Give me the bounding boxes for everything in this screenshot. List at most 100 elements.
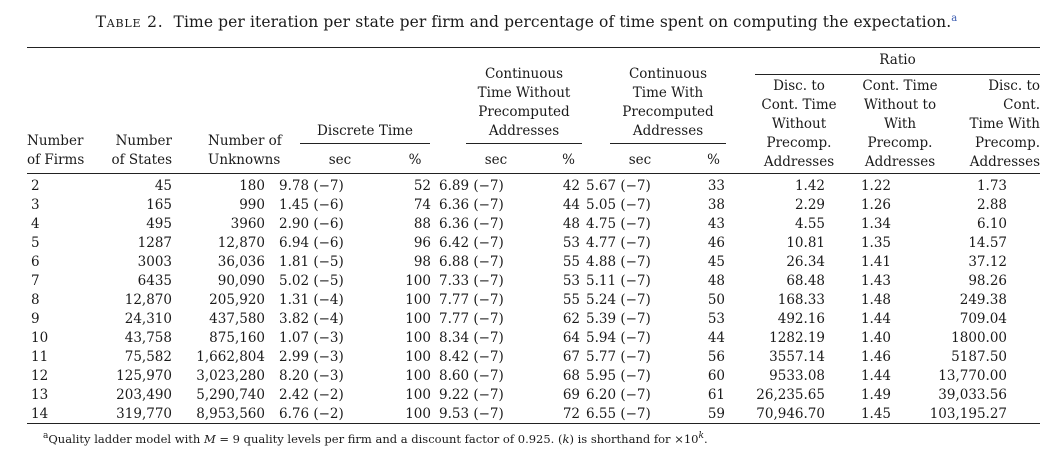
cell-ct-without-sec: 6.36 (−7)	[439, 197, 504, 213]
cell-ct-with-pct: 61	[707, 387, 725, 403]
cell-ct-without-pct: 55	[562, 292, 580, 308]
cell-discrete-sec: 6.76 (−2)	[279, 406, 344, 422]
cell-ct-without-pct: 42	[562, 178, 580, 194]
cell-ratio-ct-without-with: 1.48	[860, 292, 891, 308]
cell-number-of-states: 24,310	[124, 311, 172, 327]
cell-ct-with-sec: 6.20 (−7)	[586, 387, 651, 403]
table-row: 10 43,758 875,160 1.07 (−3) 100 8.34 (−7) 64 5.…	[27, 329, 1007, 348]
cell-number-of-firms: 8	[31, 292, 40, 308]
cell-ratio-disc-ct-with: 37.12	[968, 254, 1007, 270]
cell-discrete-sec: 1.07 (−3)	[279, 330, 344, 346]
header-ratio: Ratio	[879, 52, 916, 68]
cell-ratio-ct-without-with: 1.40	[860, 330, 891, 346]
cell-ct-with-sec: 4.77 (−7)	[586, 235, 651, 251]
header-ct-without-precomputed: Continuous Time Without Precomputed Addres…	[477, 66, 571, 139]
cell-ct-with-sec: 5.77 (−7)	[586, 349, 651, 365]
cell-number-of-unknowns: 36,036	[217, 254, 265, 270]
cell-discrete-pct: 88	[413, 216, 431, 232]
cell-number-of-firms: 12	[31, 368, 49, 384]
cell-ct-without-sec: 9.53 (−7)	[439, 406, 504, 422]
cell-discrete-sec: 5.02 (−5)	[279, 273, 344, 289]
table-caption: Table 2. Time per iteration per state pe…	[0, 13, 1053, 31]
table-number: Table 2.	[95, 13, 164, 32]
cell-ct-without-sec: 8.42 (−7)	[439, 349, 504, 365]
cell-number-of-unknowns: 12,870	[217, 235, 265, 251]
cell-ct-with-sec: 4.75 (−7)	[586, 216, 651, 232]
cell-ct-without-pct: 64	[562, 330, 580, 346]
cell-number-of-unknowns: 90,090	[217, 273, 265, 289]
cell-ct-with-pct: 44	[707, 330, 725, 346]
cell-ct-with-pct: 38	[707, 197, 725, 213]
cell-ratio-ct-without-with: 1.44	[860, 368, 891, 384]
cell-discrete-pct: 100	[405, 349, 431, 365]
cell-ratio-disc-ct-with: 2.88	[976, 197, 1007, 213]
cell-ct-with-pct: 59	[707, 406, 725, 422]
cell-ratio-disc-ct-without: 2.29	[794, 197, 825, 213]
cell-number-of-firms: 14	[31, 406, 49, 422]
cell-number-of-firms: 6	[31, 254, 40, 270]
cell-ratio-ct-without-with: 1.26	[860, 197, 891, 213]
cell-ct-with-pct: 60	[707, 368, 725, 384]
cell-ct-with-pct: 53	[707, 311, 725, 327]
cell-number-of-states: 165	[146, 197, 172, 213]
cell-ratio-disc-ct-with: 1.73	[976, 178, 1007, 194]
cell-discrete-pct: 100	[405, 387, 431, 403]
header-ct-with-pct: %	[707, 152, 720, 168]
cell-number-of-firms: 11	[31, 349, 49, 365]
cell-ct-without-pct: 68	[562, 368, 580, 384]
ratio-rule	[755, 74, 1040, 75]
cell-number-of-firms: 13	[31, 387, 49, 403]
cell-number-of-states: 1287	[137, 235, 172, 251]
header-ct-with-precomputed: Continuous Time With Precomputed Addresses	[622, 66, 714, 139]
cell-ratio-disc-ct-without: 9533.08	[769, 368, 825, 384]
table-row: 6 3003 36,036 1.81 (−5) 98 6.88 (−7) 55 4.88 (−…	[27, 253, 1007, 272]
cell-number-of-states: 6435	[137, 273, 172, 289]
cell-ct-without-sec: 9.22 (−7)	[439, 387, 504, 403]
cell-discrete-pct: 100	[405, 292, 431, 308]
cell-number-of-firms: 5	[31, 235, 40, 251]
cell-ratio-disc-ct-without: 68.48	[786, 273, 825, 289]
cell-ratio-ct-without-with: 1.22	[860, 178, 891, 194]
cell-discrete-pct: 52	[413, 178, 431, 194]
table-row: 3 165 990 1.45 (−6) 74 6.36 (−7) 44 5.05 (−7) 38…	[27, 196, 1007, 215]
cell-ratio-disc-ct-without: 168.33	[777, 292, 825, 308]
cell-ratio-disc-ct-with: 39,033.56	[938, 387, 1007, 403]
cell-ct-with-sec: 5.39 (−7)	[586, 311, 651, 327]
cell-number-of-states: 43,758	[124, 330, 172, 346]
header-rule	[27, 173, 1040, 174]
cell-ct-without-sec: 8.60 (−7)	[439, 368, 504, 384]
cell-number-of-states: 495	[146, 216, 172, 232]
cell-discrete-pct: 100	[405, 368, 431, 384]
cell-ct-with-sec: 5.24 (−7)	[586, 292, 651, 308]
cell-number-of-firms: 7	[31, 273, 40, 289]
cell-discrete-sec: 1.81 (−5)	[279, 254, 344, 270]
cell-ct-without-pct: 62	[562, 311, 580, 327]
footnote-marker: a	[43, 431, 49, 441]
cell-ct-without-pct: 48	[562, 216, 580, 232]
cell-ratio-disc-ct-without: 1282.19	[769, 330, 825, 346]
cell-discrete-sec: 3.82 (−4)	[279, 311, 344, 327]
cell-discrete-sec: 1.31 (−4)	[279, 292, 344, 308]
cell-number-of-unknowns: 5,290,740	[196, 387, 265, 403]
header-discrete-pct: %	[408, 152, 422, 168]
ct-without-rule	[466, 143, 582, 144]
table-row: 9 24,310 437,580 3.82 (−4) 100 7.77 (−7) 62 5.3…	[27, 310, 1007, 329]
cell-discrete-pct: 96	[413, 235, 431, 251]
cell-ct-without-pct: 53	[562, 273, 580, 289]
cell-ct-without-sec: 6.42 (−7)	[439, 235, 504, 251]
cell-ratio-disc-ct-with: 5187.50	[951, 349, 1007, 365]
cell-number-of-firms: 4	[31, 216, 40, 232]
cell-ratio-ct-without-with: 1.46	[860, 349, 891, 365]
cell-number-of-unknowns: 875,160	[209, 330, 265, 346]
cell-ct-without-pct: 55	[562, 254, 580, 270]
table-footnote: aQuality ladder model with M = 9 quality…	[43, 431, 708, 446]
table-row: 11 75,582 1,662,804 2.99 (−3) 100 8.42 (−7) 67…	[27, 348, 1007, 367]
caption-footnote-marker: a	[951, 13, 958, 24]
cell-ct-without-pct: 72	[562, 406, 580, 422]
cell-ct-with-sec: 5.94 (−7)	[586, 330, 651, 346]
cell-number-of-states: 45	[154, 178, 172, 194]
cell-number-of-unknowns: 990	[239, 197, 265, 213]
cell-number-of-firms: 2	[31, 178, 40, 194]
cell-discrete-sec: 6.94 (−6)	[279, 235, 344, 251]
cell-ratio-disc-ct-without: 70,946.70	[756, 406, 825, 422]
